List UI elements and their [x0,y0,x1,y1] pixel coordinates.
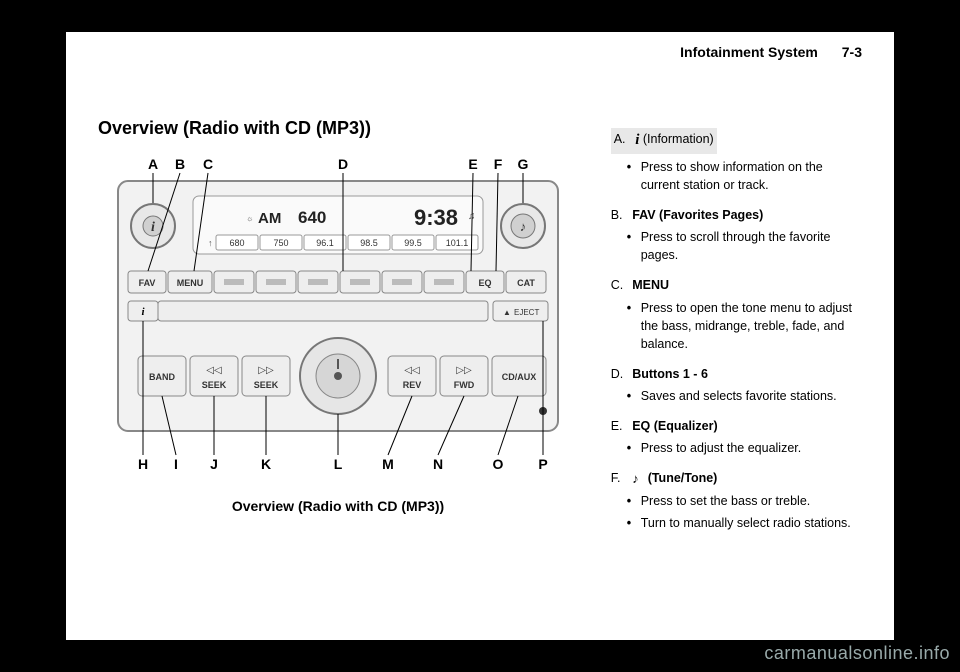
bullet-C-0: Press to open the tone menu to adjust th… [641,299,862,353]
svg-text:SEEK: SEEK [254,380,279,390]
svg-text:L: L [334,456,343,472]
svg-text:SEEK: SEEK [202,380,227,390]
svg-text:FWD: FWD [454,380,475,390]
bullet-A-0: Press to show information on the current… [641,158,862,194]
letter-C: C. [611,276,629,294]
header-title: Infotainment System [680,44,818,60]
svg-text:E: E [468,156,477,172]
label-F: (Tune/Tone) [648,471,718,485]
diagram-caption: Overview (Radio with CD (MP3)) [98,498,578,514]
control-D: D. Buttons 1 - 6 Saves and selects favor… [611,365,862,405]
svg-text:☼: ☼ [246,214,253,223]
svg-text:A: A [148,156,158,172]
svg-text:750: 750 [273,238,288,248]
control-F: F. (Tune/Tone) Press to set the bass or … [611,469,862,531]
label-B: FAV (Favorites Pages) [632,208,763,222]
section-title: Overview (Radio with CD (MP3)) [98,118,597,139]
svg-text:9:38: 9:38 [414,205,458,230]
svg-text:I: I [174,456,178,472]
label-A: (Information) [643,132,714,146]
svg-text:↑: ↑ [208,238,213,248]
control-C: C. MENU Press to open the tone menu to a… [611,276,862,353]
svg-text:AM: AM [258,210,281,227]
header-page-number: 7-3 [842,44,862,60]
svg-text:i: i [151,220,155,235]
svg-text:101.1: 101.1 [446,238,469,248]
svg-text:▷▷: ▷▷ [258,365,274,376]
watermark: carmanualsonline.info [764,643,950,664]
letter-D: D. [611,365,629,383]
bullets-C: Press to open the tone menu to adjust th… [611,299,862,353]
svg-text:BAND: BAND [149,372,175,382]
svg-text:F: F [494,156,503,172]
svg-text:99.5: 99.5 [404,238,422,248]
bullets-B: Press to scroll through the favorite pag… [611,228,862,264]
label-D: Buttons 1 - 6 [632,367,708,381]
tune-tone-icon [632,470,644,482]
svg-text:REV: REV [403,380,422,390]
svg-text:B: B [175,156,185,172]
right-column: A. i (Information) Press to show informa… [597,68,862,620]
svg-text:680: 680 [229,238,244,248]
information-icon: i [635,130,639,152]
bullet-B-0: Press to scroll through the favorite pag… [641,228,862,264]
radio-diagram: i ♪ ☼ AM 640 9:38 ♫ 68075096.198.599.510… [98,151,578,491]
control-A: A. i (Information) Press to show informa… [611,128,862,194]
svg-text:▷▷: ▷▷ [456,365,472,376]
svg-text:♪: ♪ [520,219,527,234]
svg-text:K: K [261,456,271,472]
svg-text:G: G [518,156,529,172]
page-header: Infotainment System 7-3 [680,44,862,60]
bullet-F-1: Turn to manually select radio stations. [641,514,862,532]
svg-text:MENU: MENU [177,278,204,288]
radio-svg: i ♪ ☼ AM 640 9:38 ♫ 68075096.198.599.510… [98,151,578,491]
svg-text:◁◁: ◁◁ [206,365,222,376]
svg-text:J: J [210,456,218,472]
bullets-F: Press to set the bass or treble. Turn to… [611,492,862,532]
svg-text:640: 640 [298,208,326,227]
svg-text:M: M [382,456,394,472]
letter-F: F. [611,469,629,487]
svg-text:▲: ▲ [503,308,511,317]
label-C: MENU [632,278,669,292]
svg-text:98.5: 98.5 [360,238,378,248]
bullets-A: Press to show information on the current… [611,158,862,194]
svg-text:CD/AUX: CD/AUX [502,372,537,382]
svg-text:O: O [493,456,504,472]
bullet-D-0: Saves and selects favorite stations. [641,387,862,405]
letter-B: B. [611,206,629,224]
left-column: Overview (Radio with CD (MP3)) i ♪ ☼ AM … [98,68,597,620]
bullets-E: Press to adjust the equalizer. [611,439,862,457]
svg-text:CAT: CAT [517,278,535,288]
letter-E: E. [611,417,629,435]
svg-text:H: H [138,456,148,472]
control-B: B. FAV (Favorites Pages) Press to scroll… [611,206,862,264]
svg-text:FAV: FAV [139,278,156,288]
svg-text:◁◁: ◁◁ [404,365,420,376]
control-E: E. EQ (Equalizer) Press to adjust the eq… [611,417,862,457]
bullet-F-0: Press to set the bass or treble. [641,492,862,510]
svg-text:EQ: EQ [478,278,491,288]
letter-A: A. [614,130,632,148]
svg-text:P: P [538,456,547,472]
label-E: EQ (Equalizer) [632,419,717,433]
svg-text:C: C [203,156,213,172]
svg-text:D: D [338,156,348,172]
svg-text:EJECT: EJECT [514,308,539,317]
svg-text:N: N [433,456,443,472]
svg-text:96.1: 96.1 [316,238,334,248]
bullet-E-0: Press to adjust the equalizer. [641,439,862,457]
manual-page: Infotainment System 7-3 Overview (Radio … [66,32,894,640]
bullets-D: Saves and selects favorite stations. [611,387,862,405]
